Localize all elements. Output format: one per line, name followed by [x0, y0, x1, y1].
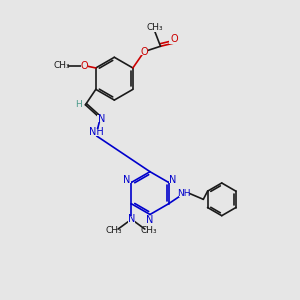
Text: N: N — [98, 114, 105, 124]
FancyBboxPatch shape — [81, 62, 88, 69]
Text: N: N — [128, 214, 135, 224]
Text: N: N — [123, 175, 130, 185]
FancyBboxPatch shape — [169, 176, 177, 183]
FancyBboxPatch shape — [123, 176, 131, 183]
Text: CH₃: CH₃ — [105, 226, 122, 235]
FancyBboxPatch shape — [179, 190, 189, 197]
Text: O: O — [81, 61, 88, 70]
FancyBboxPatch shape — [169, 38, 177, 44]
FancyBboxPatch shape — [97, 115, 104, 122]
Text: NH: NH — [177, 189, 191, 198]
FancyBboxPatch shape — [92, 129, 102, 136]
Text: CH₃: CH₃ — [141, 226, 158, 235]
Text: CH₃: CH₃ — [54, 61, 70, 70]
Text: N: N — [169, 175, 177, 185]
Text: N: N — [146, 215, 154, 225]
Text: NH: NH — [89, 128, 104, 137]
Text: CH₃: CH₃ — [146, 23, 163, 32]
FancyBboxPatch shape — [148, 26, 161, 32]
FancyBboxPatch shape — [146, 216, 154, 224]
Text: O: O — [140, 46, 148, 57]
Text: O: O — [171, 34, 178, 44]
Text: H: H — [76, 100, 82, 109]
FancyBboxPatch shape — [140, 48, 148, 55]
FancyBboxPatch shape — [128, 216, 135, 223]
